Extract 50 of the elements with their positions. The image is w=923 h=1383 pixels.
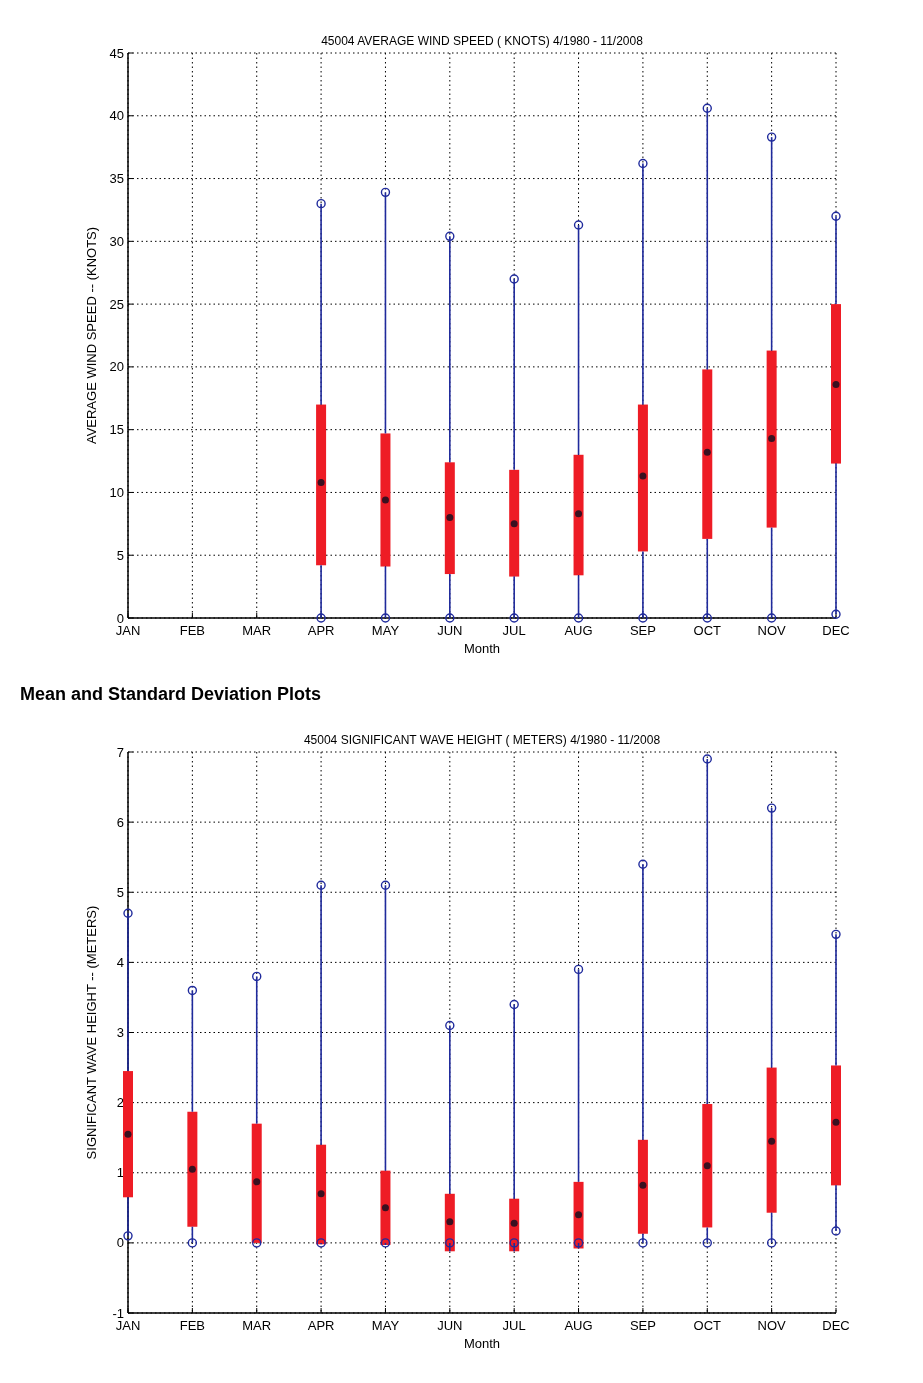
x-tick-label: DEC	[822, 623, 850, 638]
y-axis-title: AVERAGE WIND SPEED -- (KNOTS)	[84, 226, 99, 445]
y-tick-label: 4	[116, 954, 124, 970]
x-tick-label: JAN	[115, 1318, 141, 1333]
y-tick-label: 0	[116, 610, 124, 626]
x-tick-label: MAR	[242, 623, 272, 638]
x-axis-title: Month	[463, 641, 501, 656]
y-tick-label: 2	[116, 1095, 124, 1111]
x-tick-label: MAY	[371, 623, 400, 638]
x-tick-label: APR	[307, 1318, 335, 1333]
x-tick-label: OCT	[693, 623, 722, 638]
y-tick-label: 45	[109, 45, 124, 61]
x-tick-label: JAN	[115, 623, 141, 638]
y-tick-label: 10	[109, 484, 124, 500]
y-tick-label: -1	[112, 1305, 124, 1321]
x-tick-label: MAR	[242, 1318, 272, 1333]
x-tick-label: JUL	[502, 623, 526, 638]
x-tick-label: AUG	[564, 623, 593, 638]
x-tick-label: NOV	[757, 1318, 787, 1333]
y-tick-label: 40	[109, 108, 124, 124]
y-tick-label: 1	[116, 1165, 124, 1181]
x-tick-label: JUN	[437, 1318, 463, 1333]
x-tick-label: NOV	[757, 623, 787, 638]
x-tick-label: OCT	[693, 1318, 722, 1333]
x-tick-label: FEB	[179, 1318, 206, 1333]
y-tick-label: 5	[116, 884, 124, 900]
x-tick-label: SEP	[629, 1318, 656, 1333]
x-tick-label: AUG	[564, 1318, 593, 1333]
y-tick-label: 35	[109, 171, 124, 187]
y-tick-label: 5	[116, 547, 124, 563]
x-tick-label: JUN	[437, 623, 463, 638]
chart-title: 45004 SIGNIFICANT WAVE HEIGHT ( METERS) 4/1980 - 11/2008	[303, 733, 661, 747]
x-tick-label: DEC	[822, 1318, 850, 1333]
y-axis-title: SIGNIFICANT WAVE HEIGHT -- (METERS)	[84, 905, 99, 1160]
y-tick-label: 6	[116, 814, 124, 830]
y-tick-label: 0	[116, 1235, 124, 1251]
chart-title: 45004 AVERAGE WIND SPEED ( KNOTS) 4/1980 - 11/2008	[321, 34, 644, 48]
y-tick-label: 30	[109, 233, 124, 249]
y-tick-label: 7	[116, 744, 124, 760]
x-axis-title: Month	[463, 1336, 501, 1351]
x-tick-label: APR	[307, 623, 335, 638]
x-tick-label: MAY	[371, 1318, 400, 1333]
x-tick-label: JUL	[502, 1318, 526, 1333]
y-tick-label: 15	[109, 422, 124, 438]
y-tick-label: 20	[109, 359, 124, 375]
y-tick-label: 3	[116, 1025, 124, 1041]
x-tick-label: SEP	[629, 623, 656, 638]
x-tick-label: FEB	[179, 623, 206, 638]
text: Mean and Standard Deviation Plots	[20, 684, 322, 704]
y-tick-label: 25	[109, 296, 124, 312]
